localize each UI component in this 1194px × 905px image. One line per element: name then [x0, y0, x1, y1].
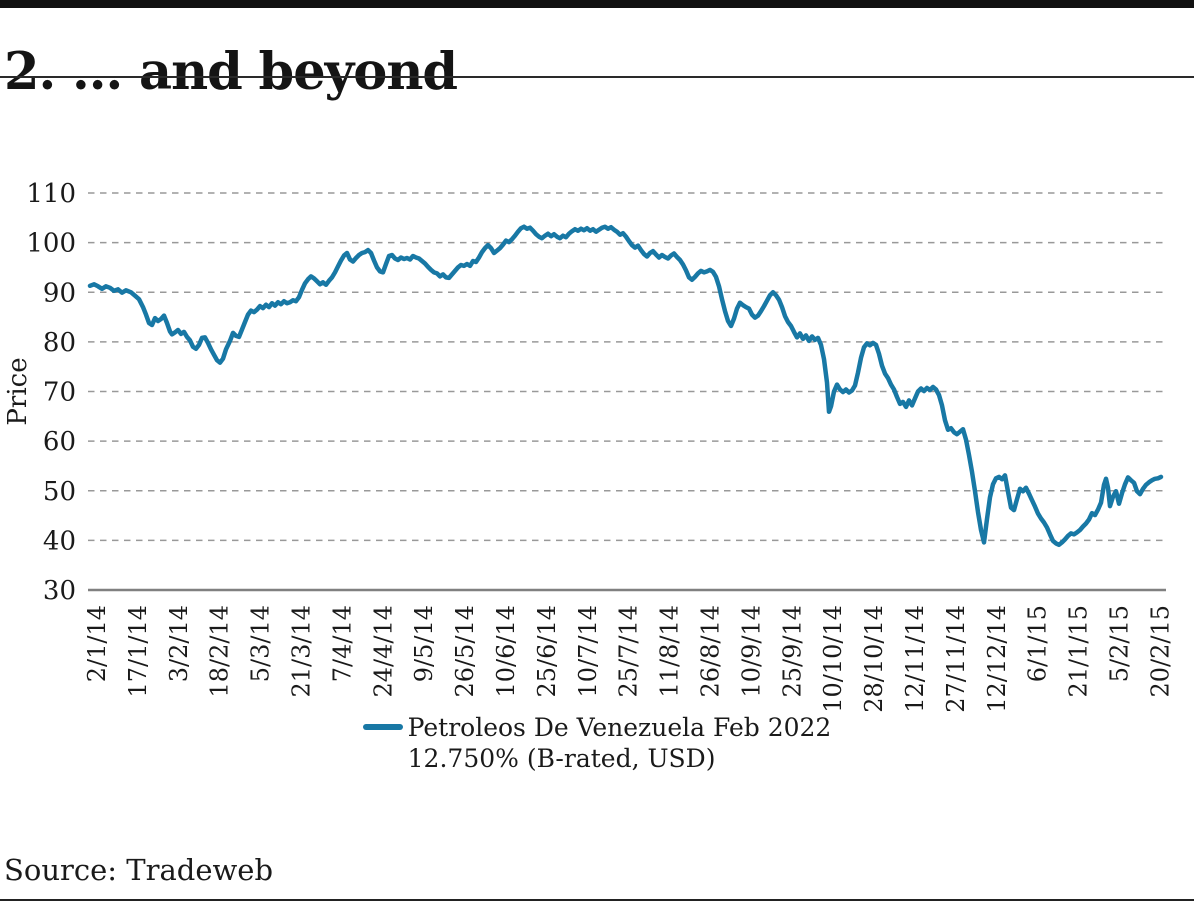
x-tick-label: 9/5/14: [410, 605, 438, 682]
x-tick-label: 27/11/14: [942, 605, 970, 713]
x-tick-label: 11/8/14: [656, 605, 684, 698]
title-divider: [0, 76, 1194, 78]
y-tick-label: 60: [43, 427, 76, 457]
x-tick-label: 25/9/14: [778, 605, 806, 698]
chart-legend: Petroleos De Venezuela Feb 2022 12.750% …: [0, 712, 1194, 774]
x-tick-label: 5/3/14: [247, 605, 275, 682]
y-tick-label: 40: [43, 526, 76, 556]
y-tick-label: 90: [43, 278, 76, 308]
x-tick-label: 17/1/14: [124, 605, 152, 698]
x-tick-label: 25/7/14: [615, 605, 643, 698]
x-tick-label: 5/2/15: [1106, 605, 1134, 682]
y-tick-label: 70: [43, 378, 76, 408]
legend-label-line2: 12.750% (B-rated, USD): [407, 744, 716, 773]
x-tick-label: 12/12/14: [983, 605, 1011, 713]
x-tick-label: 7/4/14: [328, 605, 356, 682]
legend-label-line1: Petroleos De Venezuela Feb 2022: [407, 713, 832, 742]
x-tick-label: 21/1/15: [1065, 605, 1093, 698]
y-tick-label: 100: [26, 229, 76, 259]
x-tick-label: 10/7/14: [574, 605, 602, 698]
source-note: Source: Tradeweb: [4, 853, 274, 887]
x-tick-label: 26/5/14: [451, 605, 479, 698]
y-axis-title: Price: [3, 357, 33, 425]
x-tick-label: 10/10/14: [819, 605, 847, 713]
x-tick-label: 26/8/14: [697, 605, 725, 698]
x-tick-label: 12/11/14: [901, 605, 929, 713]
x-tick-label: 6/1/15: [1024, 605, 1052, 682]
x-tick-label: 10/9/14: [737, 605, 765, 698]
price-chart: 30 40 50 60 70 80 90 100 110 Price 2/1/14 17/1/14 3/…: [3, 179, 1174, 713]
y-tick-label: 80: [43, 328, 76, 358]
top-accent-bar: [0, 0, 1194, 8]
x-tick-label: 25/6/14: [533, 605, 561, 698]
price-line: [87, 224, 1164, 548]
bottom-divider: [0, 899, 1194, 901]
y-tick-label: 110: [26, 179, 76, 209]
x-tick-label: 21/3/14: [288, 605, 316, 698]
x-tick-label: 28/10/14: [860, 605, 888, 713]
x-tick-label: 20/2/15: [1146, 605, 1174, 698]
page-title: 2. ... and beyond: [4, 42, 458, 103]
y-tick-label: 50: [43, 477, 76, 507]
legend-label: Petroleos De Venezuela Feb 2022 12.750% …: [408, 712, 832, 774]
x-tick-label: 2/1/14: [83, 605, 111, 682]
legend-line-swatch: [362, 724, 403, 730]
x-tick-label: 3/2/14: [165, 605, 193, 682]
x-tick-label: 24/4/14: [369, 605, 397, 698]
y-tick-label: 30: [43, 576, 76, 606]
x-tick-label: 18/2/14: [206, 605, 234, 698]
x-tick-label: 10/6/14: [492, 605, 520, 698]
